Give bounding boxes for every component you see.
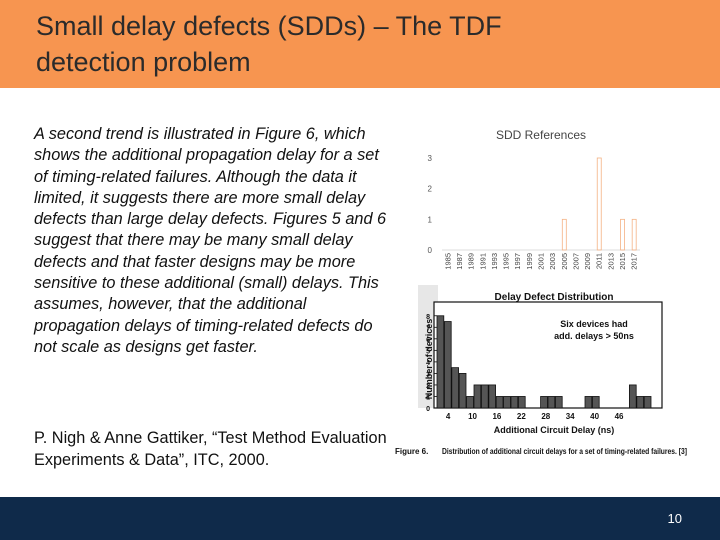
bar bbox=[488, 384, 497, 409]
y-tick-label: 0 bbox=[426, 406, 430, 413]
bar bbox=[540, 396, 548, 409]
y-tick-label: 8 bbox=[426, 314, 430, 321]
bar bbox=[643, 396, 652, 409]
bar bbox=[620, 218, 625, 251]
x-tick-label: 2017 bbox=[630, 253, 639, 270]
x-tick-label: 2001 bbox=[537, 253, 546, 270]
slide-title-line-1: Small delay defects (SDDs) – The TDF bbox=[36, 11, 502, 41]
figure-caption-label: Figure 6. bbox=[395, 447, 428, 456]
x-tick-label: 1991 bbox=[478, 253, 487, 270]
y-tick-label: 2 bbox=[428, 185, 433, 194]
sdd-references-chart: SDD References 0 1 2 3 1985 1987 1989 1991 1993 19… bbox=[418, 120, 658, 280]
bar bbox=[466, 396, 474, 409]
x-tick-label: 2005 bbox=[560, 253, 569, 270]
bar bbox=[495, 396, 504, 409]
x-tick-label: 1985 bbox=[443, 253, 452, 270]
bar bbox=[436, 315, 445, 409]
x-tick-label: 2013 bbox=[606, 253, 615, 270]
bar bbox=[636, 396, 645, 409]
x-tick-label: 4 bbox=[446, 412, 451, 421]
delay-defect-svg: Delay Defect Distribution012345678Number… bbox=[395, 285, 687, 456]
x-tick-label: 22 bbox=[517, 412, 526, 421]
footer-bar: 10 bbox=[0, 497, 720, 540]
y-tick-label: 1 bbox=[426, 394, 430, 401]
x-tick-label: 1987 bbox=[455, 253, 464, 270]
x-tick-label: 10 bbox=[468, 412, 477, 421]
slide-title: Small delay defects (SDDs) – The TDF det… bbox=[36, 8, 696, 80]
x-tick-label: 1997 bbox=[513, 253, 522, 270]
plot-frame bbox=[433, 301, 663, 409]
x-tick-label: 1989 bbox=[467, 253, 476, 270]
x-tick-label: 1995 bbox=[502, 253, 511, 270]
y-tick-label: 3 bbox=[426, 371, 430, 378]
citation: P. Nigh & Anne Gattiker, “Test Method Ev… bbox=[34, 429, 387, 469]
bar bbox=[628, 384, 637, 409]
bar bbox=[503, 396, 511, 409]
figure-title: Delay Defect Distribution bbox=[495, 292, 614, 303]
y-axis-label: Number of devices bbox=[424, 319, 434, 400]
x-tick-label: 46 bbox=[615, 412, 624, 421]
title-banner: Small delay defects (SDDs) – The TDF det… bbox=[0, 0, 720, 88]
chart-title: SDD References bbox=[496, 128, 586, 142]
bar bbox=[510, 396, 519, 409]
y-tick-label: 2 bbox=[426, 383, 430, 390]
bar bbox=[584, 396, 593, 409]
figure-caption-text: Distribution of additional circuit delay… bbox=[442, 447, 687, 456]
x-tick-label: 2015 bbox=[618, 253, 627, 270]
bar bbox=[561, 218, 567, 251]
y-tick-label: 3 bbox=[428, 154, 433, 163]
x-tick-label: 16 bbox=[492, 412, 501, 421]
y-tick-label: 7 bbox=[426, 325, 430, 332]
x-tick-label: 28 bbox=[541, 412, 550, 421]
bar bbox=[444, 321, 452, 409]
y-tick-label: 0 bbox=[428, 246, 433, 255]
bar bbox=[518, 396, 526, 409]
bar bbox=[591, 396, 600, 409]
x-tick-label: 2003 bbox=[548, 253, 557, 270]
bar bbox=[596, 157, 602, 251]
x-axis-label: Additional Circuit Delay (ns) bbox=[494, 425, 615, 435]
bar bbox=[631, 218, 637, 251]
y-tick-label: 5 bbox=[426, 348, 430, 355]
bar bbox=[458, 373, 467, 409]
y-tick-label: 1 bbox=[428, 215, 433, 224]
annotation-line-1: Six devices had bbox=[560, 319, 628, 329]
bar bbox=[451, 367, 459, 409]
bar bbox=[473, 384, 482, 409]
x-tick-label: 2007 bbox=[571, 253, 580, 270]
x-tick-label: 40 bbox=[590, 412, 599, 421]
x-tick-label: 2011 bbox=[595, 253, 604, 269]
x-tick-label: 34 bbox=[566, 412, 575, 421]
x-tick-label: 2009 bbox=[583, 253, 592, 270]
bar bbox=[554, 396, 563, 409]
bar bbox=[481, 384, 489, 409]
y-tick-label: 6 bbox=[426, 337, 430, 344]
x-tick-label: 1999 bbox=[525, 253, 534, 270]
x-tick-label: 1993 bbox=[490, 253, 499, 270]
y-tick-label: 4 bbox=[426, 360, 430, 367]
body-paragraph: A second trend is illustrated in Figure … bbox=[34, 125, 387, 356]
page-number: 10 bbox=[667, 511, 682, 526]
bar bbox=[547, 396, 556, 409]
figure-shade bbox=[418, 285, 438, 408]
annotation-line-2: add. delays > 50ns bbox=[554, 331, 634, 341]
slide-title-line-2: detection problem bbox=[36, 47, 251, 77]
delay-defect-figure: Delay Defect Distribution 0 1 2 3 4 5 6 7 8 Number… bbox=[394, 280, 694, 480]
